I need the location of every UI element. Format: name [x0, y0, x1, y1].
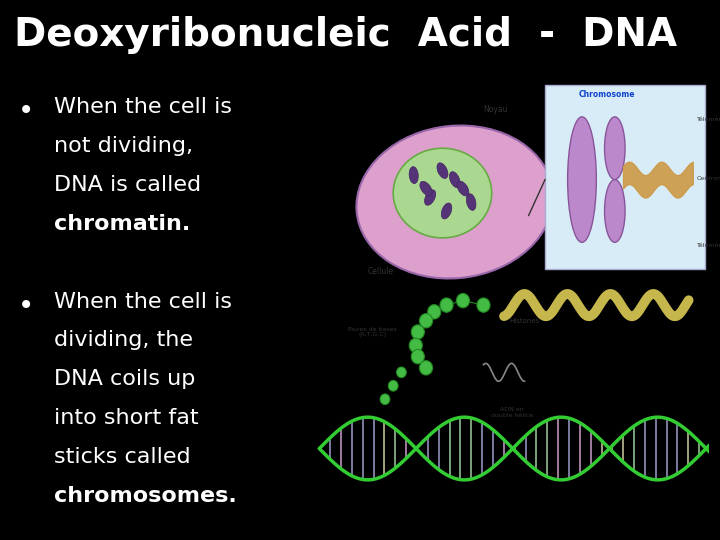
- Ellipse shape: [409, 167, 418, 184]
- Text: Télomère: Télomère: [697, 243, 720, 248]
- Ellipse shape: [467, 194, 476, 211]
- Text: When the cell is: When the cell is: [54, 292, 232, 312]
- Text: Noyau: Noyau: [484, 105, 508, 114]
- Ellipse shape: [437, 163, 448, 178]
- Text: Deoxyribonucleic  Acid  -  DNA: Deoxyribonucleic Acid - DNA: [14, 16, 678, 54]
- Circle shape: [380, 394, 390, 404]
- Text: chromosomes.: chromosomes.: [54, 486, 237, 506]
- Text: DNA is called: DNA is called: [54, 175, 201, 195]
- Ellipse shape: [457, 181, 469, 196]
- Text: Centromère: Centromère: [697, 176, 720, 180]
- Circle shape: [456, 293, 469, 308]
- Ellipse shape: [425, 190, 436, 205]
- Text: ADN en
double hélice: ADN en double hélice: [491, 407, 534, 418]
- Ellipse shape: [393, 148, 492, 238]
- Text: When the cell is: When the cell is: [54, 97, 232, 117]
- Circle shape: [477, 298, 490, 312]
- Circle shape: [411, 325, 424, 339]
- Circle shape: [420, 361, 433, 375]
- Text: Cellule: Cellule: [368, 267, 394, 276]
- Ellipse shape: [605, 117, 625, 180]
- Text: chromatin.: chromatin.: [54, 214, 190, 234]
- Ellipse shape: [356, 125, 553, 279]
- Ellipse shape: [449, 172, 460, 187]
- Text: •: •: [18, 97, 35, 125]
- Bar: [545, 85, 705, 269]
- Ellipse shape: [420, 181, 432, 196]
- Circle shape: [428, 305, 441, 319]
- Text: Paires de bases
(A,T,G,C): Paires de bases (A,T,G,C): [348, 327, 397, 338]
- Text: Chromosome: Chromosome: [578, 90, 635, 99]
- Circle shape: [440, 298, 453, 312]
- Circle shape: [409, 338, 423, 353]
- Text: •: •: [18, 292, 35, 320]
- Circle shape: [388, 380, 398, 391]
- Text: dividing, the: dividing, the: [54, 330, 193, 350]
- Circle shape: [420, 314, 433, 328]
- Text: Histones: Histones: [509, 318, 540, 324]
- Ellipse shape: [605, 180, 625, 242]
- Ellipse shape: [567, 117, 596, 242]
- Circle shape: [411, 349, 424, 364]
- Circle shape: [397, 367, 406, 377]
- Ellipse shape: [441, 203, 451, 219]
- Text: sticks called: sticks called: [54, 447, 191, 467]
- Text: DNA coils up: DNA coils up: [54, 369, 195, 389]
- Text: not dividing,: not dividing,: [54, 136, 193, 156]
- Text: into short fat: into short fat: [54, 408, 199, 428]
- Text: Télomère: Télomère: [697, 117, 720, 123]
